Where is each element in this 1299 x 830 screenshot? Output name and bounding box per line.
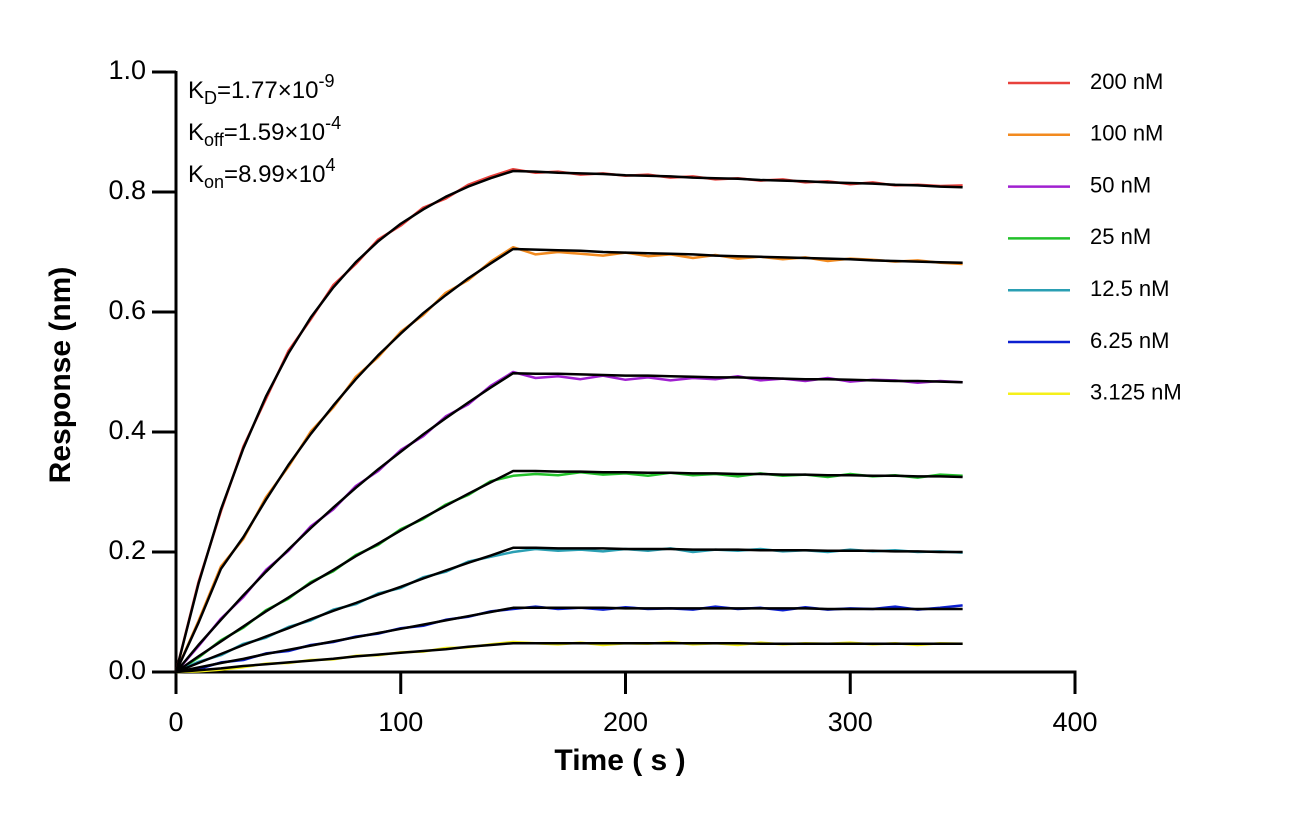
fit-line <box>174 169 963 673</box>
annotation-subscript: off <box>204 130 225 150</box>
legend-label: 12.5 nM <box>1090 276 1170 301</box>
y-tick-label: 0.6 <box>108 295 146 325</box>
data-line <box>175 640 963 674</box>
annotation-symbol: K <box>188 119 204 146</box>
legend-label: 25 nM <box>1090 224 1151 249</box>
x-axis-title: Time ( s ) <box>554 744 685 777</box>
legend-label: 100 nM <box>1090 121 1163 146</box>
x-tick-label: 200 <box>603 707 648 737</box>
legend-label: 3.125 nM <box>1090 380 1182 405</box>
annotation-symbol: K <box>188 77 204 104</box>
fit-line <box>175 641 963 674</box>
legend-label: 50 nM <box>1090 172 1151 197</box>
y-tick-label: 0.2 <box>108 535 146 565</box>
annotation-text: =1.59×10 <box>224 119 325 146</box>
annotation-text: =1.77×10 <box>217 77 318 104</box>
y-tick-label: 0.4 <box>108 415 146 445</box>
annotation: Koff=1.59×10-4 <box>188 113 341 150</box>
x-tick-label: 0 <box>168 707 183 737</box>
annotation-text: =8.99×10 <box>224 161 325 188</box>
y-tick-label: 1.0 <box>108 55 146 85</box>
annotation: Kon=8.99×104 <box>188 155 336 192</box>
annotation-subscript: on <box>204 172 224 192</box>
annotation-exponent: 4 <box>325 155 335 175</box>
annotation-subscript: D <box>204 88 217 108</box>
annotation-symbol: K <box>188 161 204 188</box>
x-tick-label: 400 <box>1052 707 1097 737</box>
y-tick-label: 0.0 <box>108 655 146 685</box>
y-tick-label: 0.8 <box>108 175 146 205</box>
x-tick-label: 100 <box>378 707 423 737</box>
annotation-exponent: -4 <box>325 113 341 133</box>
fit-line <box>175 371 963 673</box>
fit-line <box>175 546 963 674</box>
annotation-exponent: -9 <box>318 71 334 91</box>
fit-line <box>175 606 963 674</box>
y-axis-title: Response (nm) <box>44 267 77 484</box>
data-line <box>174 167 963 673</box>
legend-label: 6.25 nM <box>1090 328 1170 353</box>
annotation: KD=1.77×10-9 <box>188 71 334 108</box>
fit-line <box>175 469 963 674</box>
x-tick-label: 300 <box>828 707 873 737</box>
legend-label: 200 nM <box>1090 69 1163 94</box>
fit-line <box>174 247 963 673</box>
